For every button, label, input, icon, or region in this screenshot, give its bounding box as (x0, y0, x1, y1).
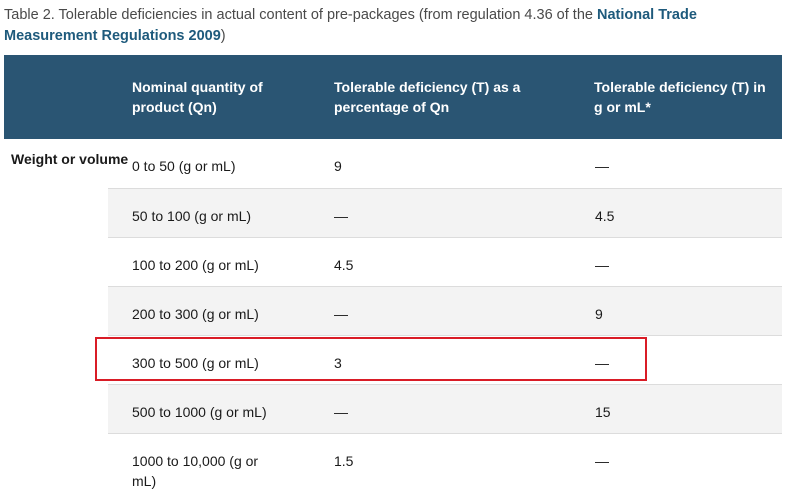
cell-nominal-quantity: 100 to 200 (g or mL) (132, 257, 259, 273)
header-deficiency-percent: Tolerable deficiency (T) as a percentage… (334, 79, 521, 115)
table-header: Nominal quantity of product (Qn) Tolerab… (4, 55, 782, 139)
table-row: 200 to 300 (g or mL) — 9 (108, 287, 782, 336)
cell-deficiency-percent: 3 (334, 355, 342, 371)
table-row: 0 to 50 (g or mL) 9 — (108, 139, 782, 189)
cell-nominal-quantity: 200 to 300 (g or mL) (132, 306, 259, 322)
table-row: 1000 to 10,000 (g or mL) 1.5 — (108, 434, 782, 499)
caption-suffix: ) (220, 28, 226, 44)
row-group-label: Weight or volume (11, 151, 129, 167)
cell-nominal-quantity: 0 to 50 (g or mL) (132, 158, 236, 174)
table-row: 300 to 500 (g or mL) 3 — (108, 336, 782, 385)
table-caption: Table 2. Tolerable deficiencies in actua… (4, 5, 774, 47)
cell-deficiency-percent: — (334, 306, 348, 322)
table-row: 500 to 1000 (g or mL) — 15 (108, 385, 782, 434)
cell-nominal-quantity: 500 to 1000 (g or mL) (132, 404, 267, 420)
cell-deficiency-grams: — (595, 158, 609, 174)
cell-deficiency-grams: — (595, 257, 609, 273)
cell-deficiency-grams: — (595, 355, 609, 371)
cell-deficiency-grams: 4.5 (595, 208, 615, 224)
cell-deficiency-percent: 1.5 (334, 453, 354, 469)
cell-deficiency-percent: 4.5 (334, 257, 354, 273)
regulations-link[interactable]: National Trade Measurement Regulations 2… (4, 7, 697, 44)
cell-nominal-quantity: 1000 to 10,000 (g or mL) (132, 453, 259, 489)
cell-deficiency-percent: — (334, 208, 348, 224)
cell-nominal-quantity: 50 to 100 (g or mL) (132, 208, 252, 224)
cell-deficiency-grams: — (595, 453, 609, 469)
table-row: 50 to 100 (g or mL) — 4.5 (108, 189, 782, 238)
cell-deficiency-grams: 15 (595, 404, 611, 420)
caption-prefix: Table 2. Tolerable deficiencies in actua… (4, 7, 597, 23)
header-nominal-quantity: Nominal quantity of product (Qn) (132, 79, 263, 115)
table-row: 100 to 200 (g or mL) 4.5 — (108, 238, 782, 287)
cell-nominal-quantity: 300 to 500 (g or mL) (132, 355, 259, 371)
cell-deficiency-percent: 9 (334, 158, 342, 174)
cell-deficiency-percent: — (334, 404, 348, 420)
header-deficiency-grams: Tolerable deficiency (T) in g or mL* (594, 79, 766, 115)
cell-deficiency-grams: 9 (595, 306, 603, 322)
